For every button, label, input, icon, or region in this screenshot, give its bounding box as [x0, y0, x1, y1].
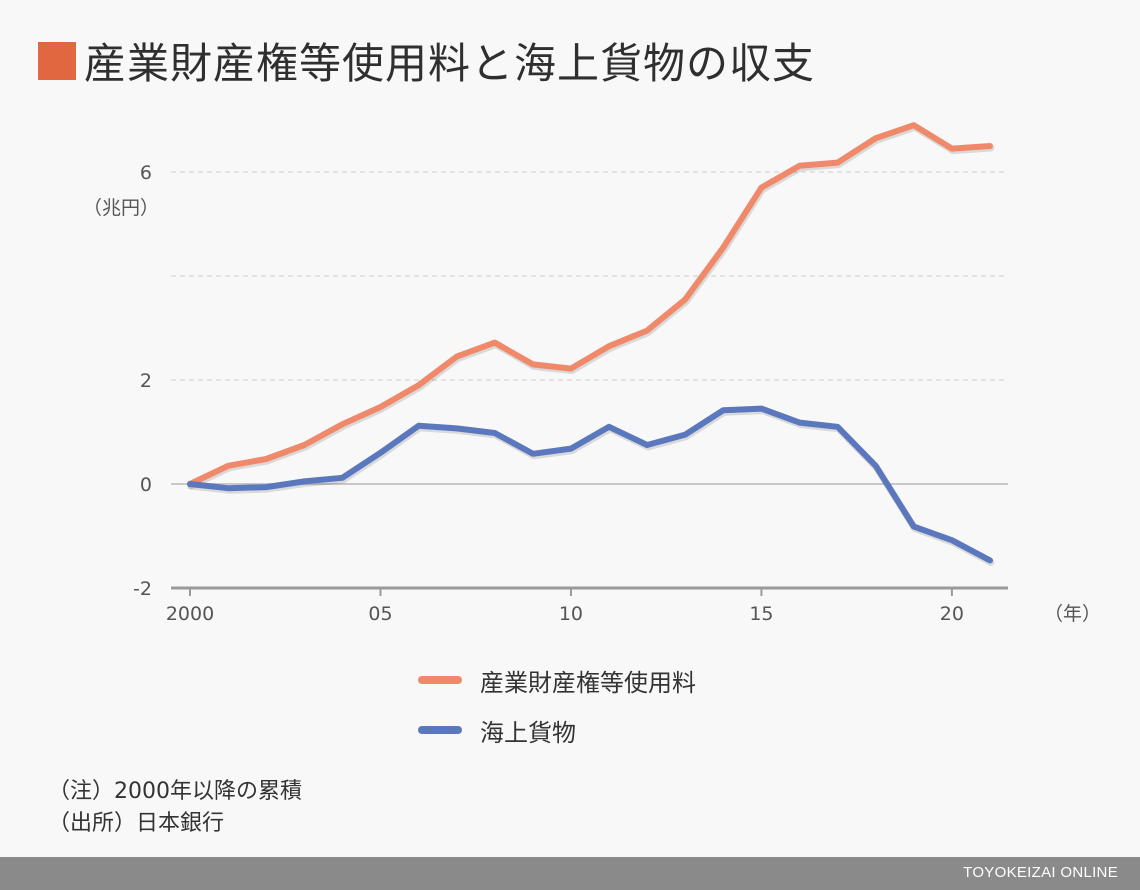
series-line-1	[187, 122, 993, 487]
footer-brand: TOYOKEIZAI ONLINE	[963, 864, 1118, 881]
legend-swatch-freight	[418, 726, 462, 734]
y-tick-label: 2	[140, 370, 152, 392]
legend-item-royalty: 産業財産権等使用料	[418, 655, 696, 705]
legend: 産業財産権等使用料 海上貨物	[418, 655, 696, 755]
note-text: （注）2000年以降の累積	[48, 779, 302, 804]
axes: -2 0 2 6 2000 05 10 15 20	[133, 162, 1008, 625]
x-tick-label: 15	[749, 603, 773, 625]
y-tick-label: -2	[133, 578, 152, 600]
legend-label-freight: 海上貨物	[480, 718, 576, 747]
title-accent-square	[38, 41, 76, 80]
x-tick-label: 10	[559, 603, 583, 625]
notes: （注）2000年以降の累積 （出所）日本銀行	[48, 776, 302, 840]
y-tick-label: 6	[140, 162, 152, 184]
footer-bar: TOYOKEIZAI ONLINE	[0, 857, 1140, 890]
legend-label-royalty: 産業財産権等使用料	[480, 668, 696, 697]
series-shadow-2	[187, 407, 995, 566]
legend-item-freight: 海上貨物	[418, 705, 696, 755]
series-shadow-1	[187, 123, 995, 490]
legend-swatch-royalty	[418, 676, 462, 684]
series-lines	[187, 122, 995, 566]
line-chart: -2 0 2 6 2000 05 10 15 20 （兆円） （年）	[83, 122, 1101, 625]
y-tick-label: 0	[140, 474, 152, 496]
x-tick-label: 2000	[166, 603, 214, 625]
x-tick-label: 20	[940, 603, 964, 625]
source-text: （出所）日本銀行	[48, 811, 225, 836]
x-tick-label: 05	[368, 603, 392, 625]
chart-title: 産業財産権等使用料と海上貨物の収支	[84, 39, 816, 88]
x-axis-unit-label: （年）	[1044, 603, 1101, 625]
chart-title-row: 産業財産権等使用料と海上貨物の収支	[38, 30, 815, 91]
series-line-2	[187, 405, 993, 564]
grid-lines	[171, 171, 1008, 485]
y-axis-unit-label: （兆円）	[83, 197, 159, 219]
